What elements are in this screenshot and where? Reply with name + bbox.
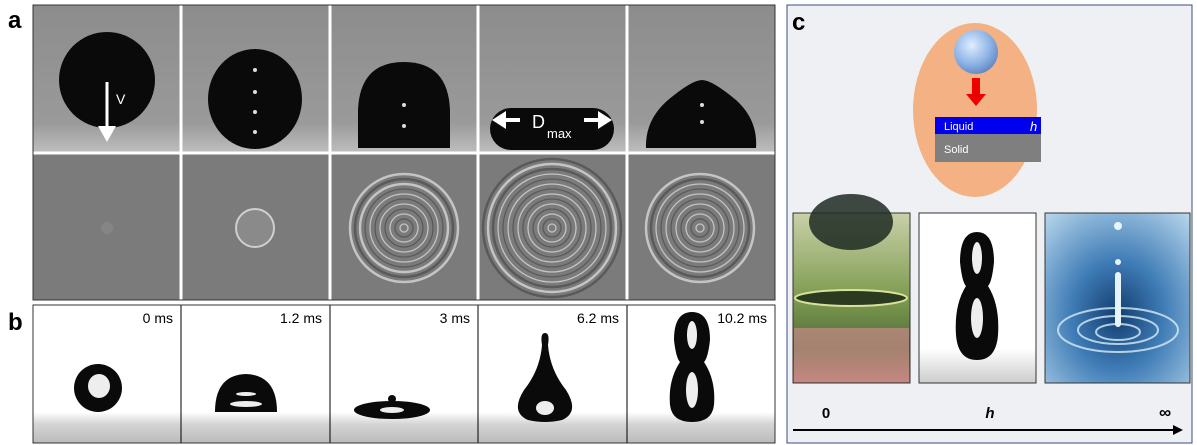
axis-middle-label: h [985,405,994,422]
velocity-label: V [116,91,126,107]
axis-end-label: ∞ [1159,403,1171,422]
axis-start-label: 0 [822,405,830,422]
schematic-drop [954,30,998,74]
shape [687,321,697,349]
panel-label: a [8,7,22,34]
shape [253,110,257,114]
shape [402,124,406,128]
impact-arrow [972,78,980,96]
shape [88,374,110,398]
time-label: 6.2 ms [577,310,619,326]
panel-label: c [792,9,805,36]
time-label: 1.2 ms [280,310,322,326]
liquid-label: Liquid [944,121,973,133]
diameter-subscript: max [547,126,572,141]
shape [253,130,257,134]
shape [700,103,704,107]
ring [236,209,274,247]
shape [388,395,396,403]
shape [402,103,406,107]
thickness-label: h [1030,119,1037,134]
highlight [971,298,983,338]
contact-spot [101,222,113,234]
shape [686,372,698,408]
shape [536,401,554,415]
panel-label: b [8,309,23,336]
shape [253,68,257,72]
diameter-label: D [532,112,545,132]
photo-drop [809,194,893,250]
shape [230,401,262,407]
shape [1115,259,1121,265]
time-label: 0 ms [143,310,173,326]
time-label: 3 ms [440,310,470,326]
shape [380,407,404,413]
figure: a V D max b 0 ms1.2 ms3 ms6.2 ms10.2 ms … [0,0,1197,445]
solid-label: Solid [944,144,968,156]
time-label: 10.2 ms [717,310,767,326]
highlight [972,242,982,274]
photo-drop [795,290,907,306]
photo-texture [794,328,909,382]
shape [1114,222,1122,230]
shape [236,392,256,396]
shape [1115,272,1121,327]
shape [253,90,257,94]
shape [700,120,704,124]
